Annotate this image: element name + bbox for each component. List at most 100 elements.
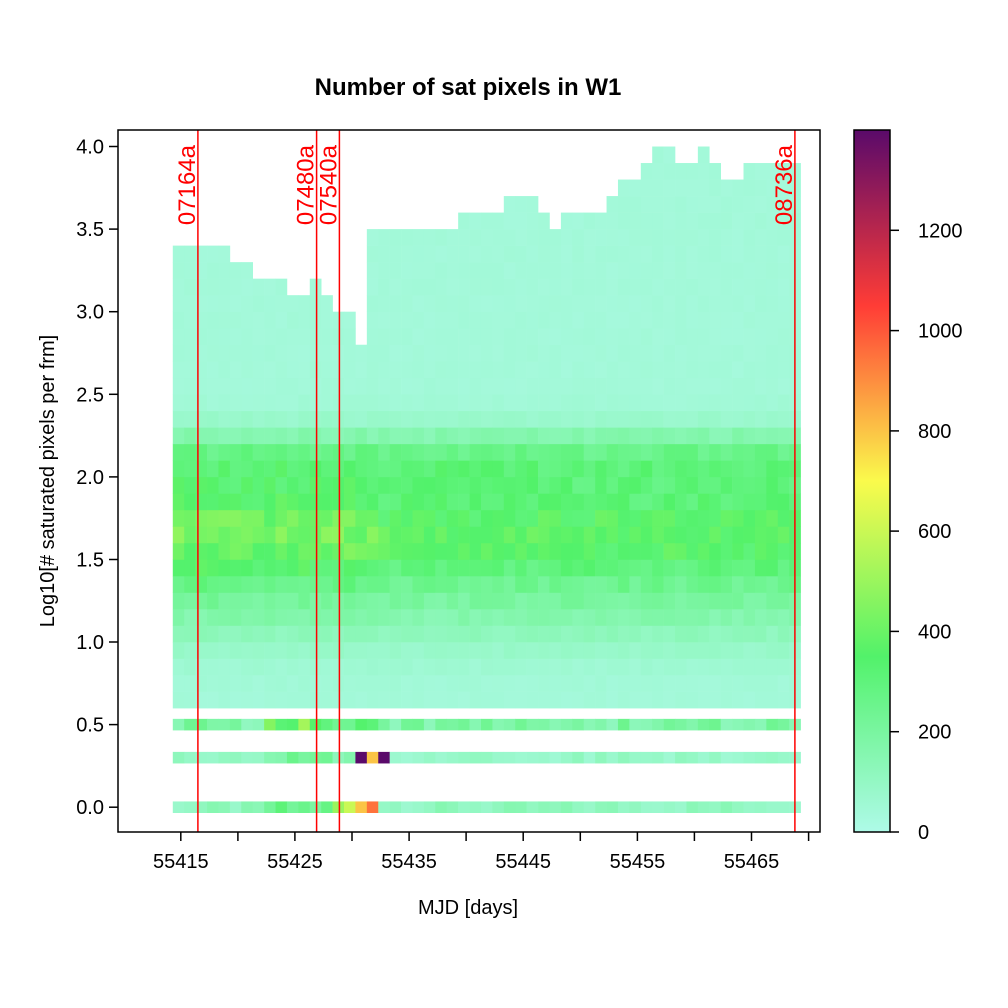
heatmap-cell — [503, 625, 516, 643]
heatmap-cell — [366, 344, 379, 362]
heatmap-cell — [652, 245, 664, 263]
heatmap-cell — [207, 592, 219, 610]
heatmap-cell — [218, 493, 231, 511]
heatmap-cell — [469, 559, 482, 577]
heatmap-cell — [218, 526, 231, 544]
heatmap-cell — [321, 311, 333, 329]
heatmap-cell — [538, 609, 550, 626]
heatmap-cell — [503, 278, 516, 296]
heatmap-cell — [435, 658, 448, 676]
heatmap-cell — [469, 592, 482, 610]
heatmap-cell — [366, 278, 379, 296]
heatmap-cell — [366, 609, 379, 626]
heatmap-cell — [401, 658, 413, 676]
heatmap-cell — [218, 410, 231, 428]
heatmap-cell — [526, 245, 539, 263]
heatmap-cell — [754, 675, 767, 692]
heatmap-cell — [492, 509, 505, 527]
heatmap-cell — [207, 410, 219, 428]
heatmap-cell — [401, 642, 413, 659]
heatmap-cell — [617, 229, 630, 246]
heatmap-cell — [652, 675, 664, 692]
heatmap-cell — [606, 493, 619, 511]
heatmap-cell — [686, 278, 699, 296]
heatmap-cell — [652, 658, 664, 676]
heatmap-cell — [732, 311, 744, 329]
heatmap-cell — [572, 575, 585, 593]
heatmap-cell — [629, 642, 642, 659]
heatmap-cell — [629, 559, 642, 577]
heatmap-cell — [777, 196, 790, 213]
heatmap-cell — [743, 460, 756, 478]
heatmap-cell — [423, 295, 436, 312]
heatmap-cell — [184, 278, 196, 296]
heatmap-cell — [549, 542, 562, 560]
heatmap-cell — [595, 526, 607, 544]
heatmap-cell — [309, 410, 322, 428]
heatmap-cell — [617, 526, 630, 544]
heatmap-cell — [766, 559, 779, 577]
heatmap-cell — [515, 801, 527, 813]
heatmap-cell — [549, 691, 562, 709]
heatmap-cell — [401, 542, 413, 560]
heatmap-cell — [378, 691, 390, 709]
heatmap-cell — [766, 328, 779, 346]
heatmap-cell — [309, 575, 322, 593]
heatmap-cell — [766, 410, 779, 428]
heatmap-cell — [732, 295, 744, 312]
heatmap-cell — [195, 642, 208, 659]
heatmap-cell — [446, 575, 459, 593]
heatmap-cell — [469, 278, 482, 296]
heatmap-cell — [686, 526, 699, 544]
heatmap-cell — [629, 658, 642, 676]
heatmap-cell — [195, 691, 208, 709]
heatmap-cell — [172, 476, 185, 494]
heatmap-cell — [184, 691, 196, 709]
heatmap-cell — [423, 394, 436, 412]
heatmap-cell — [435, 410, 448, 428]
heatmap-cell — [366, 751, 379, 764]
heatmap-cell — [697, 526, 710, 544]
heatmap-cell — [389, 658, 402, 676]
heatmap-cell — [252, 476, 265, 494]
heatmap-cell — [469, 718, 482, 731]
heatmap-cell — [515, 493, 527, 511]
heatmap-cell — [606, 427, 619, 445]
heatmap-cell — [389, 427, 402, 445]
heatmap-cell — [766, 592, 779, 610]
y-tick-label: 3.5 — [76, 219, 104, 241]
heatmap-cell — [503, 394, 516, 412]
heatmap-cell — [640, 625, 653, 643]
heatmap-cell — [195, 675, 208, 692]
heatmap-cell — [446, 328, 459, 346]
heatmap-cell — [675, 542, 687, 560]
heatmap-cell — [515, 196, 527, 213]
heatmap-cell — [264, 675, 276, 692]
heatmap-cell — [732, 509, 744, 527]
heatmap-cell — [275, 509, 288, 527]
heatmap-cell — [720, 179, 733, 197]
heatmap-cell — [321, 361, 333, 379]
heatmap-cell — [401, 559, 413, 577]
heatmap-cell — [321, 625, 333, 643]
heatmap-cell — [697, 751, 710, 764]
heatmap-cell — [264, 691, 276, 709]
heatmap-cell — [275, 559, 288, 577]
heatmap-cell — [412, 245, 425, 263]
heatmap-cell — [526, 658, 539, 676]
heatmap-cell — [754, 801, 767, 813]
heatmap-cell — [732, 575, 744, 593]
heatmap-cell — [344, 658, 356, 676]
heatmap-cell — [560, 751, 573, 764]
heatmap-cell — [766, 245, 779, 263]
heatmap-cell — [241, 311, 253, 329]
heatmap-cell — [412, 443, 425, 461]
heatmap-cell — [640, 559, 653, 577]
heatmap-cell — [229, 476, 242, 494]
heatmap-cell — [686, 751, 699, 764]
heatmap-cell — [218, 245, 231, 263]
heatmap-cell — [686, 675, 699, 692]
heatmap-cell — [549, 625, 562, 643]
heatmap-cell — [423, 427, 436, 445]
heatmap-cell — [389, 718, 402, 731]
